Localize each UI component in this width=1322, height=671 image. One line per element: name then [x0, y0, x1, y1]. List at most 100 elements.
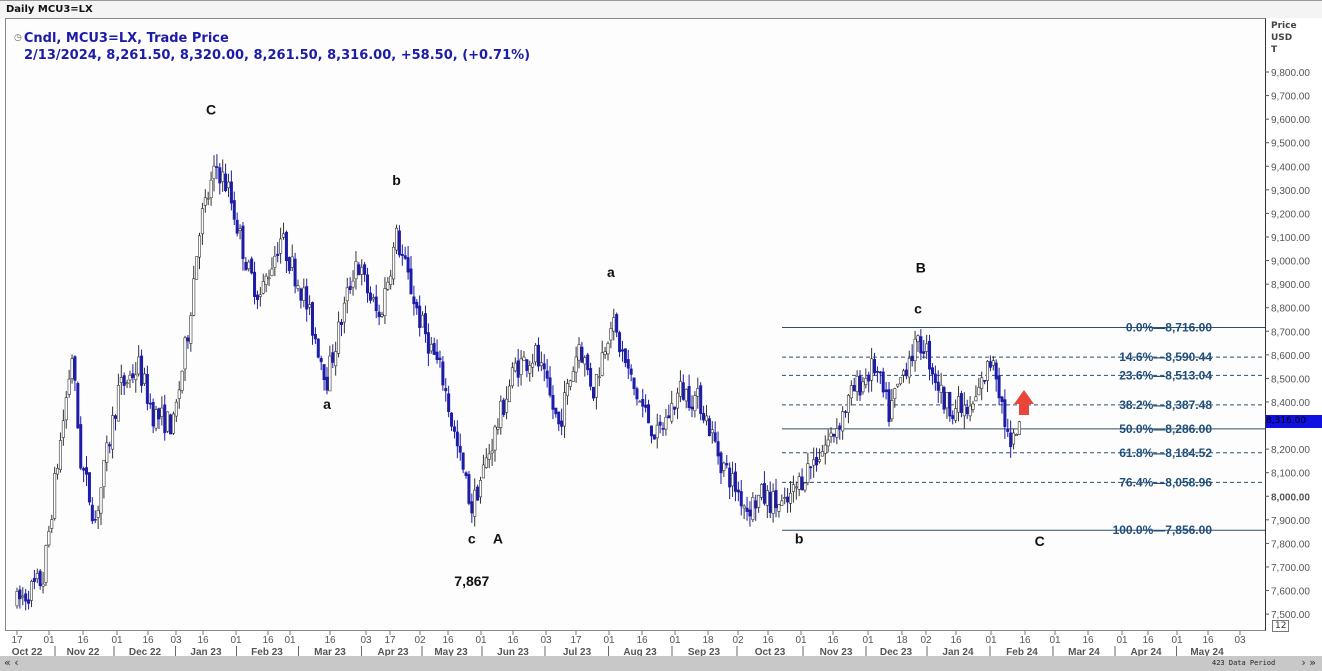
candle [27, 599, 31, 604]
x-month-label: Apr 24 [1130, 647, 1162, 656]
candle [994, 362, 998, 380]
candle [56, 468, 60, 475]
candle [134, 374, 138, 381]
candle [174, 401, 178, 417]
candle [299, 288, 303, 301]
fib-pct: 50.0% [1119, 422, 1153, 436]
candle [282, 233, 286, 238]
horizontal-scrollbar[interactable]: « ‹ 423 Data Period › » [0, 656, 1322, 671]
x-day-label: 17 [570, 635, 582, 646]
candle [658, 421, 662, 426]
candle [313, 334, 317, 340]
fib-price: —8,387.48 [1153, 398, 1212, 412]
candle [823, 444, 827, 454]
candle [360, 266, 364, 275]
candle [783, 497, 787, 499]
candle [713, 432, 717, 442]
zoom-badge[interactable]: 12 [1272, 620, 1290, 632]
candle [96, 510, 100, 518]
candle [177, 389, 181, 399]
wave-label: C [1035, 533, 1045, 549]
candle [809, 466, 813, 469]
candle [554, 407, 558, 415]
candle [959, 393, 963, 413]
candle [50, 519, 54, 529]
wave-label: a [607, 264, 615, 280]
x-month-label: Jul 23 [563, 647, 592, 656]
x-day-label: 16 [324, 635, 336, 646]
y-tick-label: 9,100.00 [1271, 233, 1310, 244]
candle [186, 337, 190, 342]
candle [151, 402, 155, 427]
candle [678, 381, 682, 397]
x-day-label: 01 [230, 635, 242, 646]
candle [180, 370, 184, 391]
x-day-label: 01 [669, 635, 681, 646]
candle [331, 352, 335, 363]
candle [890, 400, 894, 420]
candle [386, 281, 390, 290]
candle [264, 275, 268, 285]
candle [493, 426, 497, 451]
x-day-label: 16 [142, 635, 154, 646]
candle [90, 504, 94, 522]
candle [968, 405, 972, 417]
scroll-left-icon[interactable]: « ‹ [4, 656, 19, 669]
x-day-label: 16 [507, 635, 519, 646]
candle [786, 496, 790, 503]
candle [53, 473, 57, 519]
x-day-label: 01 [862, 635, 874, 646]
candle [58, 440, 62, 470]
clock-icon[interactable]: ◷ [14, 33, 22, 43]
fib-label: 50.0%—8,286.00 [1119, 422, 1212, 436]
chart-plot-area[interactable] [5, 18, 1266, 631]
candle [487, 453, 491, 460]
candle [160, 407, 164, 417]
unit-price: Price [1271, 21, 1297, 31]
candle [957, 396, 961, 413]
candle [878, 371, 882, 374]
candle [82, 468, 86, 471]
window-titlebar: Daily MCU3=LX [0, 0, 1322, 18]
candle [649, 425, 653, 437]
candle [279, 238, 283, 254]
candle [913, 338, 917, 362]
candle [820, 451, 824, 457]
candle [374, 296, 378, 312]
x-month-label: Mar 23 [314, 647, 346, 656]
x-day-label: 02 [414, 635, 426, 646]
y-tick-label: 7,800.00 [1271, 539, 1310, 550]
candle [771, 491, 775, 514]
candle [415, 301, 419, 309]
candle [102, 459, 106, 488]
candle [148, 402, 152, 405]
candle [218, 167, 222, 184]
candle [513, 362, 517, 372]
y-tick-label: 9,200.00 [1271, 209, 1310, 220]
x-day-label: 16 [77, 635, 89, 646]
candle [864, 378, 868, 385]
x-day-label: 01 [284, 635, 296, 646]
candle [722, 462, 726, 471]
candle [226, 181, 230, 189]
candle [736, 489, 740, 493]
candle [247, 261, 251, 270]
candle [687, 386, 691, 408]
candle [108, 444, 112, 447]
candle [38, 570, 42, 587]
wave-label: A [493, 530, 503, 546]
candle [615, 314, 619, 333]
candle [519, 358, 523, 375]
scroll-right-icon[interactable]: › » [1301, 656, 1316, 669]
candle [733, 471, 737, 492]
x-month-label: Jan 24 [942, 647, 974, 656]
candle [128, 374, 132, 381]
candle [302, 287, 306, 301]
candle [762, 483, 766, 504]
candle [870, 358, 874, 381]
candle [105, 442, 109, 463]
candle [507, 385, 511, 403]
candle [861, 381, 865, 393]
x-day-label: 03 [1234, 635, 1246, 646]
candle [44, 545, 48, 583]
